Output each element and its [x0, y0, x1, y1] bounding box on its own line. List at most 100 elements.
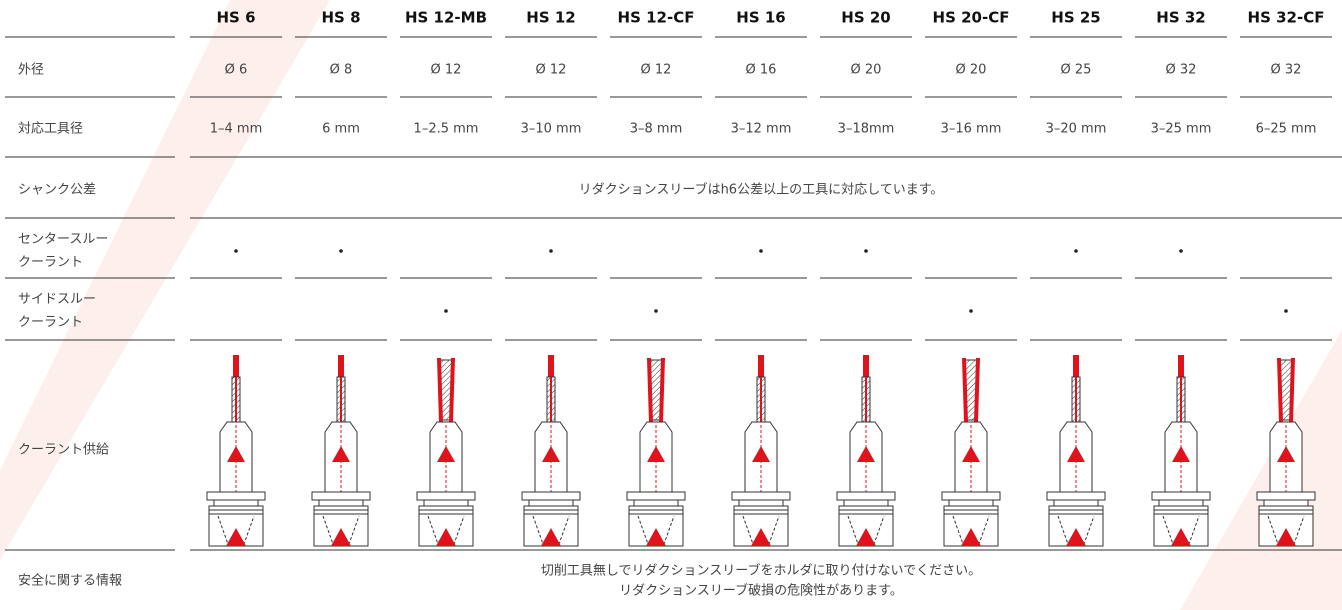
- column-header: HS 20-CF: [933, 9, 1010, 27]
- span-text: リダクションスリーブはh6公差以上の工具に対応しています。: [579, 182, 944, 198]
- background-stripe: [0, 0, 330, 560]
- collar: [418, 509, 474, 515]
- cell-value: Ø 6: [225, 63, 248, 78]
- collar: [313, 509, 369, 515]
- flow-arrow: [332, 446, 350, 462]
- coolant-channel: [233, 355, 239, 377]
- flange: [311, 491, 371, 501]
- flange: [836, 491, 896, 501]
- coolant-side: [437, 357, 443, 423]
- flange: [731, 491, 791, 501]
- cell-value: 1–2.5 mm: [414, 122, 479, 137]
- collar: [313, 505, 369, 511]
- cell-value: Ø 8: [330, 63, 353, 78]
- collar: [633, 499, 679, 507]
- coolant-icon: [521, 355, 581, 547]
- coolant-channel: [760, 377, 762, 422]
- collar: [1048, 509, 1104, 515]
- flow-arrow: [542, 446, 560, 462]
- row-label: センタースルー: [18, 232, 108, 247]
- cell-value: 3–12 mm: [731, 122, 792, 137]
- row-label: 外径: [18, 63, 44, 78]
- collar: [523, 505, 579, 511]
- coolant-side: [647, 357, 653, 423]
- availability-dot: [234, 249, 238, 253]
- flow-arrow: [1172, 446, 1190, 462]
- column-header: HS 12-MB: [405, 9, 487, 27]
- availability-dot: [969, 309, 973, 313]
- span-text: リダクションスリーブ破損の危険性があります。: [619, 583, 903, 599]
- availability-dot: [1074, 249, 1078, 253]
- collar: [423, 499, 469, 507]
- collar: [1153, 505, 1209, 511]
- flow-arrow: [437, 446, 455, 462]
- flange: [1046, 491, 1106, 501]
- flange: [206, 491, 266, 501]
- row-label: シャンク公差: [18, 183, 96, 198]
- row-label: 対応工具径: [18, 122, 83, 137]
- coolant-channel: [550, 377, 552, 422]
- collar: [838, 509, 894, 515]
- flow-arrow: [1171, 528, 1191, 546]
- availability-dot: [444, 309, 448, 313]
- flange: [521, 491, 581, 501]
- flange: [1151, 491, 1211, 501]
- coolant-channel: [340, 377, 342, 422]
- coolant-channel: [863, 355, 869, 377]
- coolant-channel: [548, 355, 554, 377]
- collar: [1153, 509, 1209, 515]
- cell-value: Ø 12: [641, 63, 672, 78]
- availability-dot: [549, 249, 553, 253]
- coolant-icon: [1151, 355, 1211, 547]
- availability-dot: [759, 249, 763, 253]
- coolant-icon: [1046, 355, 1106, 547]
- coolant-channel: [338, 355, 344, 377]
- flow-arrow: [752, 446, 770, 462]
- cell-value: 3–16 mm: [941, 122, 1002, 137]
- collar: [1048, 505, 1104, 511]
- availability-dot: [1284, 309, 1288, 313]
- coolant-side: [1277, 357, 1283, 423]
- row-label: クーラント: [18, 255, 83, 270]
- cell-value: 3–20 mm: [1046, 122, 1107, 137]
- coolant-channel: [1180, 377, 1182, 422]
- collar: [1053, 499, 1099, 507]
- collar: [208, 509, 264, 515]
- collar: [1263, 499, 1309, 507]
- flow-arrow: [1277, 446, 1295, 462]
- cell-value: Ø 25: [1061, 63, 1092, 78]
- flow-arrow: [227, 446, 245, 462]
- cell-value: Ø 20: [851, 63, 882, 78]
- row-label: サイドスルー: [18, 292, 96, 307]
- row-label: クーラント供給: [18, 443, 109, 458]
- collar: [838, 505, 894, 511]
- coolant-icon: [206, 355, 266, 547]
- collar: [1158, 499, 1204, 507]
- cell-value: Ø 32: [1271, 63, 1302, 78]
- coolant-channel: [1073, 355, 1079, 377]
- cell-value: 6–25 mm: [1256, 122, 1317, 137]
- cell-value: Ø 12: [431, 63, 462, 78]
- coolant-side: [962, 357, 968, 423]
- coolant-channel: [865, 377, 867, 422]
- flow-arrow: [646, 528, 666, 546]
- availability-dot: [654, 309, 658, 313]
- flow-arrow: [857, 446, 875, 462]
- column-header: HS 16: [736, 9, 785, 27]
- coolant-channel: [1178, 355, 1184, 377]
- collar: [418, 505, 474, 511]
- cell-value: 3–25 mm: [1151, 122, 1212, 137]
- collar: [213, 499, 259, 507]
- collar: [733, 505, 789, 511]
- coolant-icon: [311, 355, 371, 547]
- cell-value: Ø 12: [536, 63, 567, 78]
- coolant-icon: [836, 355, 896, 547]
- coolant-side: [659, 357, 665, 423]
- coolant-side: [1289, 357, 1295, 423]
- collar: [943, 509, 999, 515]
- flow-arrow: [436, 528, 456, 546]
- flow-arrow: [1066, 528, 1086, 546]
- flange: [1256, 491, 1316, 501]
- column-header: HS 12: [526, 9, 575, 27]
